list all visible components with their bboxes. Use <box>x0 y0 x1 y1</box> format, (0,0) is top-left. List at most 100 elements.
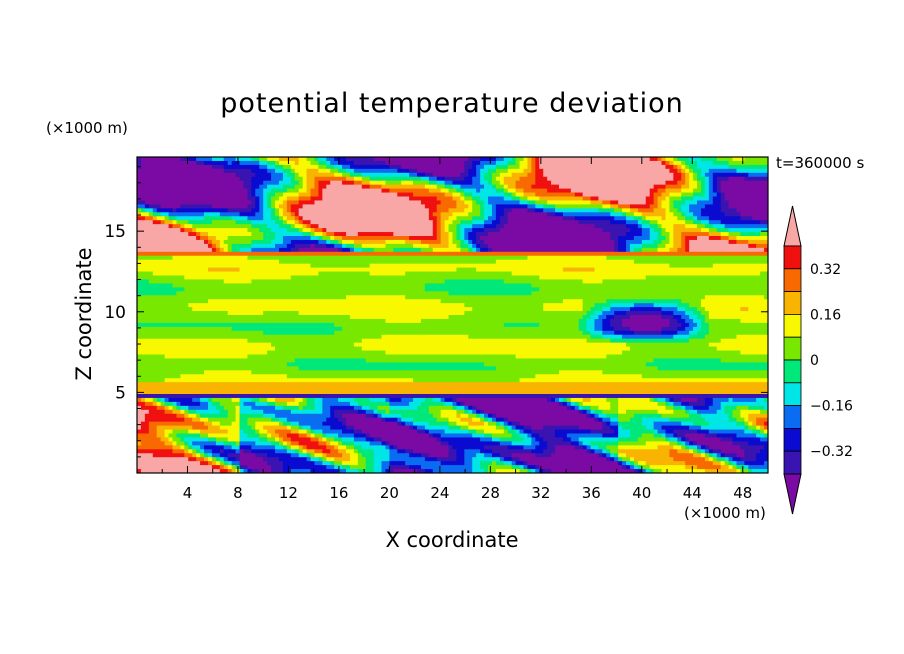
contour-cell <box>495 176 505 182</box>
contour-cell <box>251 469 260 473</box>
contour-cell <box>539 275 647 281</box>
contour-cell <box>732 409 741 415</box>
contour-cell <box>515 160 521 166</box>
contour-cell <box>346 176 355 182</box>
contour-cell <box>704 401 714 407</box>
contour-cell <box>286 425 292 431</box>
contour-cell <box>673 405 682 411</box>
contour-cell <box>353 433 367 439</box>
contour-cell <box>247 469 252 473</box>
contour-cell <box>468 168 477 174</box>
contour-cell <box>543 204 556 209</box>
contour-cell <box>535 437 544 442</box>
contour-cell <box>499 216 509 221</box>
contour-cell <box>176 405 181 411</box>
contour-cell <box>527 208 536 213</box>
contour-cell <box>204 449 213 454</box>
contour-cell <box>219 247 225 253</box>
contour-cell <box>681 437 686 442</box>
contour-cell <box>137 334 383 340</box>
contour-cell <box>306 180 316 186</box>
contour-cell <box>669 236 674 241</box>
contour-cell <box>618 433 631 439</box>
contour-cell <box>432 433 442 439</box>
contour-cell <box>495 188 505 194</box>
contour-cell <box>211 157 225 162</box>
contour-cell <box>657 224 663 229</box>
contour-cell <box>330 160 339 166</box>
contour-cell <box>527 200 536 205</box>
contour-cell <box>673 236 682 241</box>
contour-cell <box>239 160 260 166</box>
contour-cell <box>661 157 667 162</box>
contour-cell <box>424 184 438 190</box>
contour-cell <box>491 176 497 182</box>
colorbar-label: 0 <box>810 353 819 369</box>
contour-cell <box>665 236 670 241</box>
contour-cell <box>137 449 174 454</box>
contour-cell <box>728 457 734 462</box>
contour-cell <box>629 204 651 209</box>
contour-cell <box>263 232 276 237</box>
contour-cell <box>657 236 667 241</box>
contour-cell <box>160 397 166 403</box>
contour-cell <box>531 168 536 174</box>
contour-cell <box>440 409 458 415</box>
contour-cell <box>673 212 682 217</box>
contour-cell <box>700 157 718 162</box>
contour-cell <box>495 461 505 466</box>
contour-cell <box>665 188 682 194</box>
contour-cell <box>204 445 225 450</box>
contour-cell <box>515 188 525 194</box>
contour-cell <box>476 247 481 253</box>
contour-cell <box>618 445 659 450</box>
contour-cell <box>420 200 442 205</box>
contour-cell <box>255 441 272 446</box>
contour-cell <box>137 283 174 288</box>
contour-cell <box>251 200 256 205</box>
contour-cell <box>448 291 532 296</box>
contour-cell <box>641 469 647 473</box>
contour-cell <box>515 425 525 431</box>
contour-cell <box>405 239 422 245</box>
contour-cell <box>724 192 768 198</box>
contour-cell <box>389 465 410 470</box>
x-tick-label: 12 <box>279 484 298 502</box>
contour-cell <box>700 311 710 316</box>
contour-cell <box>275 243 288 249</box>
contour-cell <box>137 461 201 466</box>
contour-cell <box>495 469 521 473</box>
contour-cell <box>255 212 264 217</box>
contour-cell <box>460 417 473 423</box>
contour-cell <box>618 204 631 209</box>
contour-cell <box>555 433 568 439</box>
contour-cell <box>290 409 323 415</box>
contour-cell <box>720 220 761 225</box>
contour-cell <box>764 429 768 435</box>
contour-cell <box>215 441 225 446</box>
contour-cell <box>531 164 536 170</box>
contour-cell <box>491 220 501 225</box>
contour-cell <box>523 429 532 435</box>
contour-cell <box>137 160 142 166</box>
contour-cell <box>223 239 252 245</box>
contour-cell <box>381 184 426 190</box>
contour-cell <box>342 326 580 332</box>
contour-cell <box>665 160 670 166</box>
contour-cell <box>590 200 603 205</box>
contour-cell <box>728 239 738 245</box>
contour-cell <box>578 220 611 225</box>
contour-cell <box>732 157 745 162</box>
contour-cell <box>334 322 505 328</box>
contour-cell <box>298 421 323 427</box>
contour-cell <box>708 429 745 435</box>
contour-cell <box>278 247 292 253</box>
contour-cell <box>144 397 154 403</box>
contour-cell <box>192 425 209 431</box>
contour-cell <box>685 224 698 229</box>
contour-cell <box>282 239 292 245</box>
contour-cell <box>223 168 252 174</box>
contour-cell <box>464 449 481 454</box>
contour-cell <box>440 212 454 217</box>
contour-cell <box>144 417 185 423</box>
